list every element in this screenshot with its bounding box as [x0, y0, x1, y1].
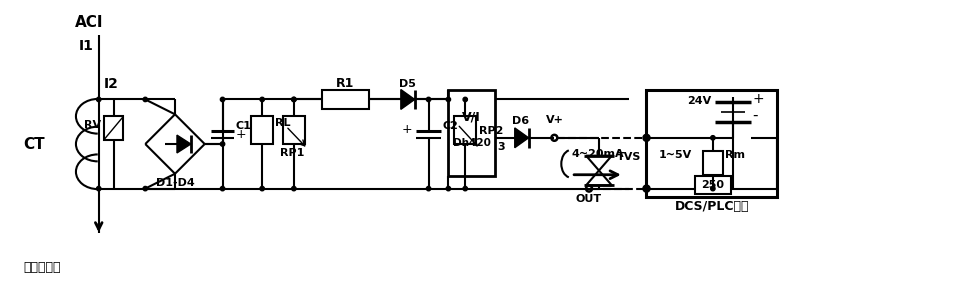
Bar	[321, 90, 368, 109]
Circle shape	[710, 186, 714, 191]
Circle shape	[220, 186, 225, 191]
Circle shape	[220, 97, 225, 102]
Polygon shape	[514, 128, 529, 148]
Circle shape	[97, 97, 101, 102]
Polygon shape	[401, 90, 414, 109]
Circle shape	[291, 97, 296, 102]
Text: D1-D4: D1-D4	[155, 178, 194, 188]
Bar	[251, 116, 273, 144]
Bar	[447, 90, 494, 176]
Text: 1~5V: 1~5V	[658, 150, 691, 160]
Bar	[702, 151, 722, 175]
Circle shape	[446, 186, 450, 191]
Circle shape	[710, 136, 714, 140]
Text: +: +	[402, 123, 412, 136]
Text: 3: 3	[496, 142, 504, 152]
Text: 互感器线圈: 互感器线圈	[23, 261, 61, 274]
Circle shape	[426, 97, 430, 102]
Circle shape	[260, 186, 264, 191]
Text: -: -	[751, 108, 757, 123]
Bar	[282, 116, 305, 144]
Text: RP1: RP1	[279, 148, 304, 158]
Text: TVS: TVS	[616, 152, 641, 162]
Text: D5: D5	[399, 78, 416, 88]
Text: R1: R1	[336, 76, 355, 90]
Circle shape	[291, 186, 296, 191]
Text: Rm: Rm	[724, 150, 744, 160]
Text: I1: I1	[78, 39, 93, 53]
Text: RV: RV	[83, 120, 101, 130]
Text: 250: 250	[701, 180, 724, 190]
Text: DCS/PLC内部: DCS/PLC内部	[674, 201, 748, 213]
Bar	[454, 116, 476, 144]
Circle shape	[260, 97, 264, 102]
Text: V/I: V/I	[462, 111, 481, 123]
Text: Dh420: Dh420	[452, 138, 490, 148]
Text: +: +	[235, 128, 246, 141]
Text: D6: D6	[512, 116, 529, 126]
Text: CT: CT	[23, 136, 45, 151]
Circle shape	[446, 97, 450, 102]
Circle shape	[97, 186, 101, 191]
Circle shape	[143, 97, 148, 102]
Text: 24V: 24V	[686, 96, 710, 106]
Text: RL: RL	[275, 118, 290, 128]
Circle shape	[644, 136, 648, 140]
Circle shape	[143, 186, 148, 191]
Bar	[104, 116, 123, 140]
Text: C1: C1	[235, 121, 251, 131]
Circle shape	[291, 97, 296, 102]
Circle shape	[426, 186, 430, 191]
Text: OUT: OUT	[575, 194, 602, 204]
Text: +: +	[751, 92, 763, 106]
Text: V+: V+	[545, 115, 563, 125]
Bar	[646, 90, 777, 196]
Bar	[695, 176, 730, 193]
Circle shape	[220, 142, 225, 146]
Text: I2: I2	[105, 76, 119, 91]
Circle shape	[462, 97, 467, 102]
Circle shape	[462, 186, 467, 191]
Circle shape	[644, 186, 648, 191]
Text: RP2: RP2	[479, 126, 503, 136]
Polygon shape	[177, 135, 191, 153]
Text: C2: C2	[442, 121, 458, 131]
Text: ACI: ACI	[74, 15, 103, 30]
Text: 4~20mA: 4~20mA	[571, 149, 623, 159]
